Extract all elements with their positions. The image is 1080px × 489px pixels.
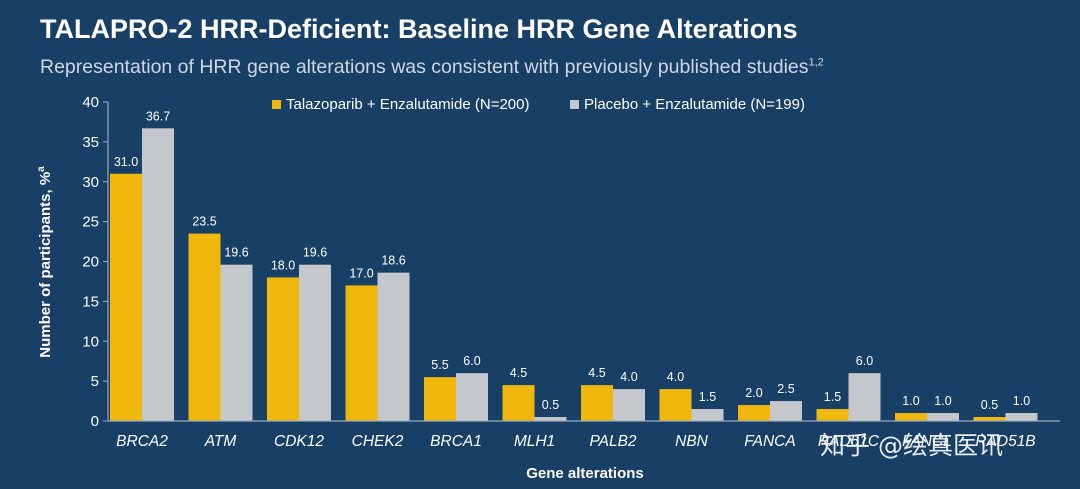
y-axis-ticks: 0 5 10 15 20 25 30 35 40 [82, 94, 108, 430]
y-tick-label: 20 [82, 254, 99, 271]
y-tick-label: 0 [91, 413, 99, 430]
bar-1-cdk12 [267, 277, 299, 421]
bar-2-brca1 [456, 373, 488, 421]
x-tick-label: CDK12 [274, 433, 324, 450]
y-tick-label: 5 [91, 373, 99, 390]
x-axis-tick-labels: BRCA2 ATM CDK12 CHEK2 BRCA1 MLH1 PALB2 NBN FANCA… [116, 433, 1036, 450]
data-label: 1.5 [699, 390, 716, 404]
data-label: 2.0 [745, 386, 762, 400]
bar-2-fanca [770, 401, 802, 421]
bar-1-brca1 [424, 377, 456, 421]
bar-2-palb2 [613, 389, 645, 421]
data-label: 5.5 [431, 358, 448, 372]
data-label: 6.0 [856, 354, 873, 368]
bar-2-fancl [927, 413, 959, 421]
data-label: 4.5 [588, 366, 605, 380]
y-tick-label: 10 [82, 333, 99, 350]
data-label: 19.6 [303, 246, 327, 260]
bar-2-rad51b [1005, 413, 1038, 421]
data-label: 2.5 [777, 382, 794, 396]
bar-2-brca2 [142, 128, 174, 421]
x-tick-label: FANCA [744, 433, 795, 450]
subtitle-text: Representation of HRR gene alterations w… [40, 56, 809, 78]
data-label: 4.0 [667, 370, 684, 384]
data-label: 1.0 [1013, 394, 1030, 408]
data-label: 1.0 [902, 394, 919, 408]
x-tick-label: FANCL [902, 433, 952, 450]
watermark-text: 知乎 @绘真医讯 [820, 431, 1003, 460]
x-tick-label: RAD51C [818, 433, 880, 450]
x-tick-label: MLH1 [514, 433, 555, 450]
data-label: 4.0 [620, 370, 637, 384]
x-tick-label: CHEK2 [352, 433, 404, 450]
data-label: 0.5 [981, 398, 998, 412]
bar-1-rad51c [816, 409, 849, 421]
data-label: 1.5 [824, 390, 841, 404]
bar-group: 31.0 36.7 23.5 19.6 18.0 19.6 17.0 18.6 5.5 6.0 4.… [110, 109, 1038, 421]
x-tick-label: BRCA1 [430, 433, 482, 450]
chart-title: TALAPRO-2 HRR-Deficient: Baseline HRR Ge… [40, 14, 798, 44]
bar-2-mlh1 [534, 417, 567, 421]
legend-swatch-1 [272, 100, 281, 109]
data-label: 31.0 [114, 155, 138, 169]
bar-2-atm [220, 264, 253, 421]
bar-1-fancl [895, 413, 927, 421]
bar-2-rad51c [848, 373, 881, 421]
y-tick-label: 40 [82, 94, 99, 111]
bar-1-rad51b [973, 417, 1006, 421]
y-axis-title-superscript: a [36, 166, 47, 172]
data-label: 19.6 [224, 246, 248, 260]
chart-subtitle: Representation of HRR gene alterations w… [40, 56, 824, 79]
x-tick-label: PALB2 [589, 433, 636, 450]
bar-1-nbn [659, 389, 692, 421]
x-tick-label: ATM [204, 433, 237, 450]
data-label: 23.5 [192, 215, 216, 229]
bar-2-cdk12 [299, 264, 331, 421]
y-axis-title: Number of participants, %a [36, 166, 54, 358]
data-label: 17.0 [349, 266, 373, 280]
data-label: 36.7 [146, 109, 170, 123]
bar-1-chek2 [345, 285, 378, 421]
y-tick-label: 30 [82, 174, 99, 191]
y-tick-label: 35 [82, 134, 99, 151]
x-tick-label: NBN [675, 433, 709, 450]
data-label: 4.5 [510, 366, 527, 380]
legend-label-2: Placebo + Enzalutamide (N=199) [584, 96, 805, 113]
bar-1-atm [188, 233, 221, 421]
legend-label-1: Talazoparib + Enzalutamide (N=200) [286, 96, 529, 113]
bar-1-fanca [738, 405, 770, 421]
y-tick-label: 25 [82, 214, 99, 231]
axes [107, 102, 1060, 422]
x-tick-label: RAD51B [975, 433, 1035, 450]
bar-1-mlh1 [502, 385, 535, 421]
legend-swatch-2 [570, 100, 579, 109]
legend: Talazoparib + Enzalutamide (N=200) Placeb… [272, 96, 805, 113]
bar-1-palb2 [581, 385, 613, 421]
x-axis-title: Gene alterations [526, 465, 644, 482]
data-label: 1.0 [934, 394, 951, 408]
data-label: 18.6 [381, 254, 405, 268]
x-tick-label: BRCA2 [116, 433, 168, 450]
data-label: 18.0 [271, 258, 295, 272]
y-tick-label: 15 [82, 293, 99, 310]
bar-2-nbn [691, 409, 724, 421]
data-label: 0.5 [542, 398, 559, 412]
subtitle-superscript: 1,2 [808, 56, 824, 69]
bar-1-brca2 [110, 173, 142, 421]
bar-2-chek2 [377, 272, 410, 421]
data-label: 6.0 [463, 354, 480, 368]
